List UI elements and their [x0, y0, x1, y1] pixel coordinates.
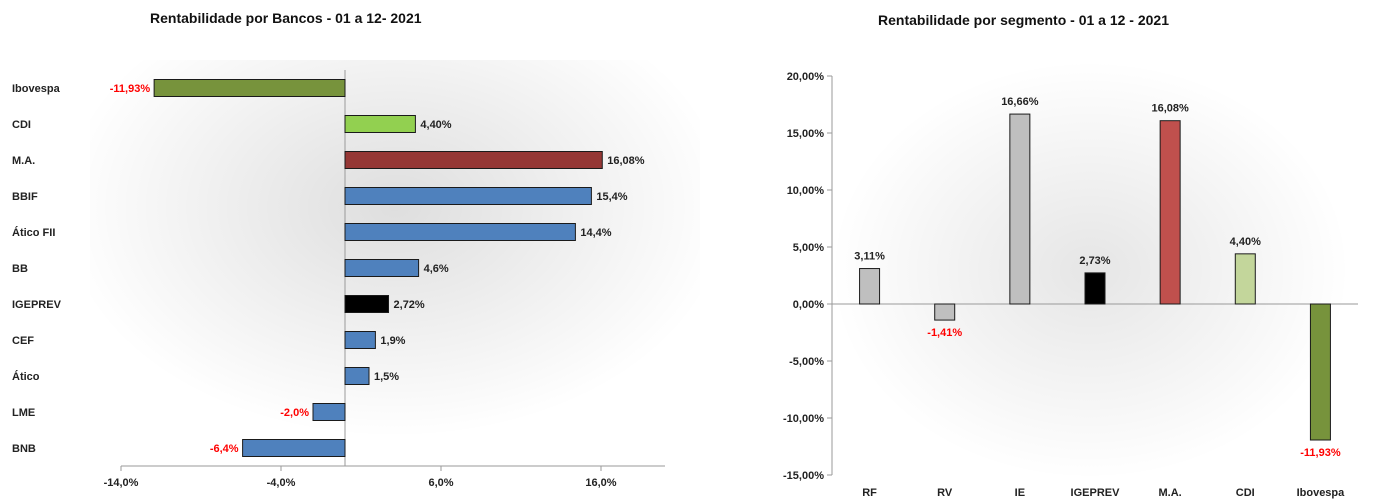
- data-label-igeprev: 2,73%: [1079, 255, 1110, 267]
- category-label-cef: CEF: [12, 335, 34, 347]
- right-y-tick-label: -5,00%: [789, 356, 824, 368]
- right-y-tick-label: 10,00%: [787, 185, 825, 197]
- right-bar-chart: -15,00% -10,00% -5,00% 0,00% 5,00% 10,00% 15,0…: [783, 71, 1358, 499]
- data-label-m-a: 16,08%: [607, 155, 645, 167]
- bar-igeprev: [344, 295, 390, 313]
- category-label-ie: IE: [1015, 487, 1025, 499]
- category-label-bnb: BNB: [12, 443, 36, 455]
- bar-atico-fii: [344, 223, 576, 241]
- category-label-ibovespa: Ibovespa: [12, 83, 61, 95]
- category-label-rf: RF: [862, 487, 877, 499]
- data-label-bnb: -6,4%: [210, 443, 239, 455]
- category-label-bb: BB: [12, 263, 28, 275]
- category-label-atico-fii: Ático FII: [12, 226, 55, 239]
- left-chart-title: Rentabilidade por Bancos - 01 a 12- 2021: [150, 10, 422, 26]
- bar-bbif: [344, 187, 592, 205]
- bar-bnb: [242, 439, 346, 457]
- data-label-atico: 1,5%: [374, 371, 399, 383]
- category-label-atico: Ático: [12, 370, 40, 383]
- data-label-cef: 1,9%: [380, 335, 405, 347]
- bar-ibovespa: [1309, 303, 1331, 441]
- data-label-atico-fii: 14,4%: [580, 227, 611, 239]
- data-label-igeprev: 2,72%: [394, 299, 425, 311]
- bar-m-a: [1159, 120, 1181, 305]
- data-label-m-a: 16,08%: [1151, 103, 1189, 115]
- right-y-tick-label: 0,00%: [793, 299, 824, 311]
- bar-atico: [344, 367, 370, 385]
- data-label-bbif: 15,4%: [596, 191, 627, 203]
- bar-rf: [859, 268, 881, 305]
- data-label-ie: 16,66%: [1001, 96, 1039, 108]
- data-label-ibovespa: -11,93%: [110, 83, 151, 95]
- data-label-cdi: 4,40%: [420, 119, 451, 131]
- category-label-rv: RV: [937, 487, 953, 499]
- bar-ibovespa: [153, 79, 346, 97]
- category-label-ibovespa: Ibovespa: [1297, 487, 1346, 499]
- bar-cdi: [1234, 253, 1256, 305]
- category-label-m-a: M.A.: [12, 155, 35, 167]
- left-x-tick-label: 16,0%: [585, 477, 616, 489]
- left-x-tick-label: 6,0%: [428, 477, 453, 489]
- category-label-m-a: M.A.: [1159, 487, 1182, 499]
- category-label-bbif: BBIF: [12, 191, 38, 203]
- data-label-rf: 3,11%: [854, 251, 885, 263]
- data-label-bb: 4,6%: [424, 263, 449, 275]
- data-label-lme: -2,0%: [280, 407, 309, 419]
- right-y-tick-label: 20,00%: [787, 71, 825, 83]
- data-label-ibovespa: -11,93%: [1300, 447, 1341, 459]
- right-y-tick-label: 15,00%: [787, 128, 825, 140]
- left-x-tick-label: -14,0%: [104, 477, 139, 489]
- right-chart-title: Rentabilidade por segmento - 01 a 12 - 2…: [878, 12, 1169, 28]
- category-label-igeprev: IGEPREV: [12, 299, 62, 311]
- data-label-rv: -1,41%: [927, 327, 962, 339]
- right-y-tick-label: 5,00%: [793, 242, 824, 254]
- data-label-cdi: 4,40%: [1230, 236, 1261, 248]
- category-label-cdi: CDI: [12, 119, 31, 131]
- bar-cef: [344, 331, 376, 349]
- left-x-tick-label: -4,0%: [267, 477, 296, 489]
- bar-m-a: [344, 151, 603, 169]
- category-label-cdi: CDI: [1236, 487, 1255, 499]
- bar-lme: [312, 403, 346, 421]
- bar-rv: [934, 303, 956, 321]
- right-y-tick-label: -10,00%: [783, 413, 824, 425]
- right-y-tick-label: -15,00%: [783, 470, 824, 482]
- category-label-igeprev: IGEPREV: [1071, 487, 1121, 499]
- bar-bb: [344, 259, 420, 277]
- bar-ie: [1009, 113, 1031, 305]
- left-bar-chart: -14,0% -4,0% 6,0% 16,0% Ibovespa -11,93% CDI 4,…: [12, 70, 665, 489]
- bar-cdi: [344, 115, 416, 133]
- right-plot-shading: [830, 60, 1350, 480]
- category-label-lme: LME: [12, 407, 35, 419]
- bar-igeprev: [1084, 272, 1106, 305]
